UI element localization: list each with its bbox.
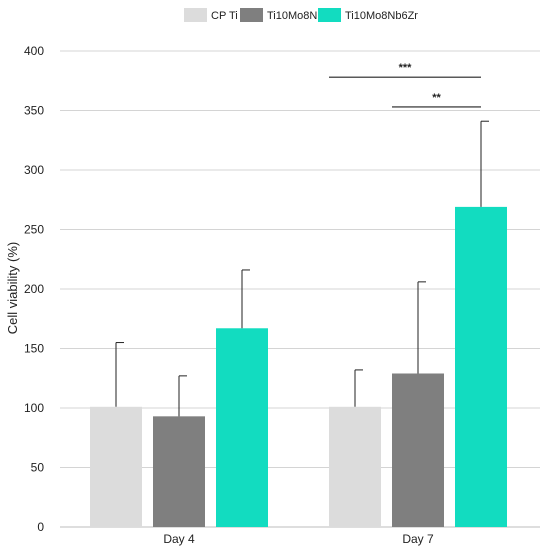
bar [455,206,507,527]
y-tick-label: 100 [24,401,44,415]
bar [153,416,205,527]
y-tick-label: 350 [24,104,44,118]
bar [392,373,444,527]
bar [216,328,268,527]
x-tick-label: Day 7 [402,532,434,546]
legend-label: Ti10Mo8Nb6Zr [345,10,418,22]
significance-label: *** [399,62,413,74]
y-axis-title: Cell viability (%) [5,242,20,334]
significance-label: ** [432,92,441,104]
bar [90,406,142,527]
bar [329,406,381,527]
y-tick-label: 400 [24,44,44,58]
y-tick-labels: 0 50 100 150 200 250 300 350 400 [24,44,44,534]
significance-annotations: ***** [329,62,481,108]
y-tick-label: 300 [24,163,44,177]
x-tick-label: Day 4 [163,532,195,546]
legend-label: CP Ti [211,10,238,22]
error-bars [115,120,489,417]
bars [90,206,507,527]
y-tick-label: 150 [24,342,44,356]
legend-swatch [184,8,207,22]
x-tick-labels: Day 4 Day 7 [163,532,434,546]
y-tick-label: 250 [24,223,44,237]
legend: CP Ti Ti10Mo8Nb Ti10Mo8Nb6Zr [184,8,418,22]
legend-swatch [318,8,341,22]
legend-swatch [240,8,263,22]
legend-label: Ti10Mo8Nb [267,10,323,22]
y-tick-label: 200 [24,282,44,296]
y-tick-label: 0 [37,520,44,534]
y-tick-label: 50 [31,461,45,475]
